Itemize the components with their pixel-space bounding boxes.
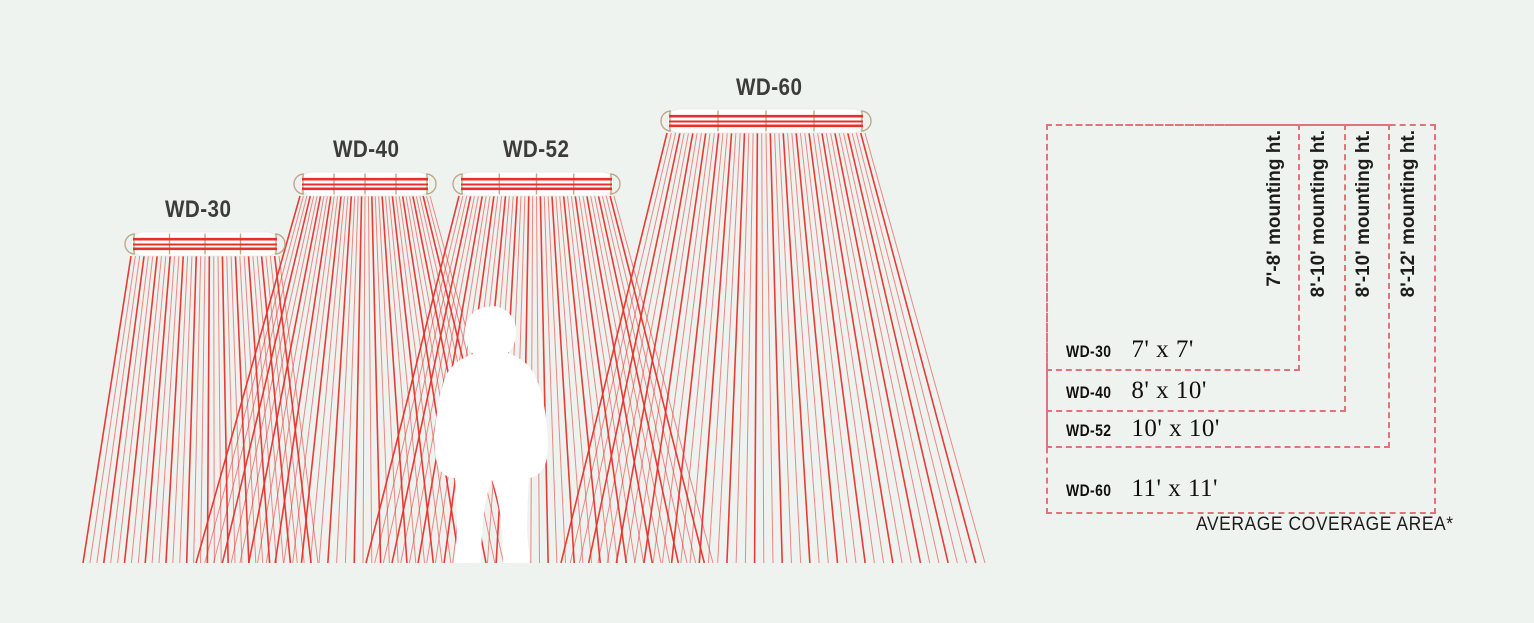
- coverage-caption: AVERAGE COVERAGE AREA*: [1196, 514, 1454, 535]
- legend-dims-wd-30: 7' x 7': [1131, 336, 1194, 363]
- air-curtain-unit-wd-52: [452, 171, 621, 197]
- legend-dims-wd-40: 8' x 10': [1131, 377, 1207, 404]
- legend-model-wd-52: WD-52: [1066, 421, 1112, 440]
- unit-label-wd-40: WD-40: [333, 136, 400, 163]
- mounting-height-label-wd-52: 8'-10' mounting ht.: [1353, 130, 1374, 298]
- person-silhouette: [434, 306, 548, 563]
- legend-model-wd-60: WD-60: [1066, 481, 1112, 500]
- mounting-height-label-wd-40: 8'-10' mounting ht.: [1308, 130, 1329, 298]
- legend-row-wd-52: WD-52 10' x 10': [1066, 415, 1220, 443]
- airflow-fan-wd-30: [82, 255, 319, 564]
- legend-model-wd-40: WD-40: [1066, 383, 1112, 402]
- air-curtain-unit-wd-60: [660, 108, 872, 134]
- unit-label-wd-30: WD-30: [165, 196, 232, 223]
- mounting-height-label-wd-60: 8'-12' mounting ht.: [1398, 130, 1419, 298]
- mounting-height-label-wd-30: 7'-8' mounting ht.: [1264, 130, 1285, 287]
- legend-row-wd-40: WD-40 8' x 10': [1066, 377, 1207, 405]
- unit-label-wd-52: WD-52: [503, 136, 570, 163]
- air-curtain-unit-wd-40: [293, 171, 437, 197]
- coverage-legend: 7'-8' mounting ht. 8'-10' mounting ht. 8…: [1046, 124, 1436, 514]
- legend-row-wd-30: WD-30 7' x 7': [1066, 336, 1194, 364]
- airflow-fan-wd-40: [195, 195, 531, 564]
- legend-model-wd-30: WD-30: [1066, 342, 1112, 361]
- airflow-fan-wd-60: [560, 132, 986, 564]
- legend-box-wd-60: [1046, 124, 1436, 514]
- legend-dims-wd-60: 11' x 11': [1131, 475, 1219, 502]
- legend-row-wd-60: WD-60 11' x 11': [1066, 475, 1218, 503]
- air-curtain-units: [124, 108, 872, 257]
- airflow-lines: [82, 132, 986, 564]
- air-curtain-unit-wd-30: [124, 231, 286, 257]
- unit-label-wd-60: WD-60: [736, 74, 803, 101]
- legend-dims-wd-52: 10' x 10': [1131, 415, 1220, 442]
